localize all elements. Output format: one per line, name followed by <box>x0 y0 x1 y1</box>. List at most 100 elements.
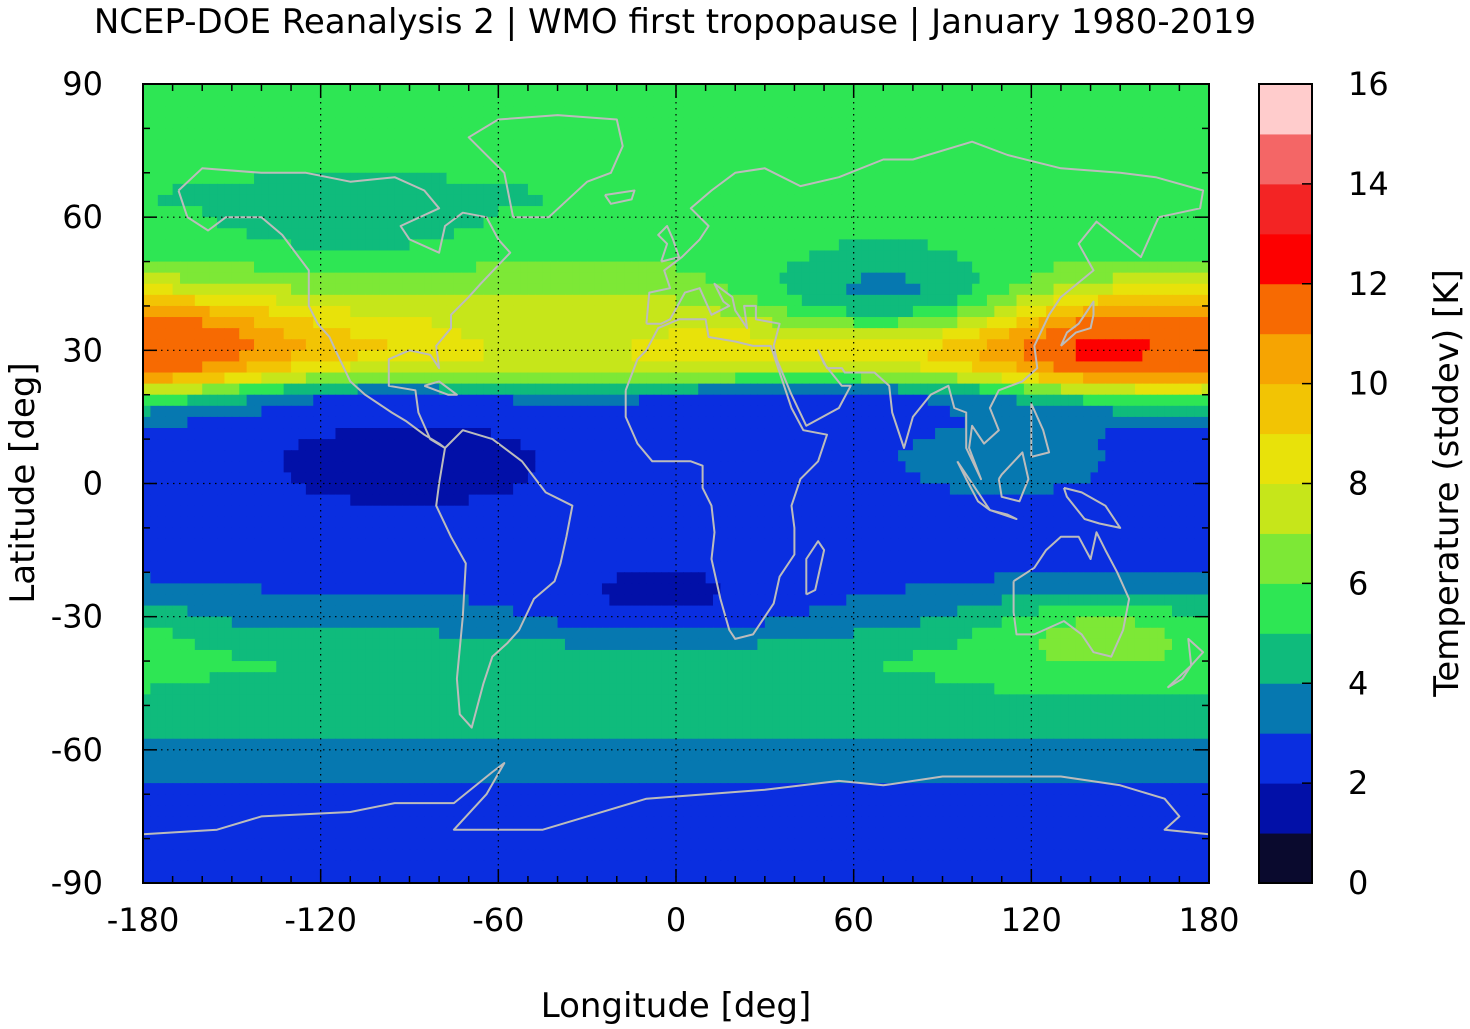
heatmap-cell <box>1127 128 1136 141</box>
heatmap-cell <box>1016 294 1025 307</box>
heatmap-cell <box>202 128 211 141</box>
heatmap-cell <box>202 450 211 462</box>
heatmap-cell <box>616 84 625 96</box>
heatmap-cell <box>313 84 322 96</box>
heatmap-cell <box>920 294 929 307</box>
heatmap-cell <box>1134 206 1143 218</box>
heatmap-cell <box>1075 261 1084 274</box>
heatmap-cell <box>809 194 818 207</box>
heatmap-cell <box>698 272 707 285</box>
heatmap-cell <box>1046 228 1055 240</box>
heatmap-cell <box>890 405 899 418</box>
heatmap-cell <box>387 139 396 152</box>
heatmap-cell <box>1009 294 1018 307</box>
heatmap-cell <box>490 294 499 307</box>
heatmap-cell <box>942 450 951 462</box>
heatmap-cell <box>239 128 248 141</box>
heatmap-cell <box>1134 305 1143 318</box>
heatmap-cell <box>268 139 277 152</box>
heatmap-cell <box>912 84 921 96</box>
heatmap-cell <box>661 239 670 252</box>
heatmap-cell <box>905 95 914 107</box>
heatmap-cell <box>861 95 870 107</box>
heatmap-cell <box>372 217 381 229</box>
heatmap-cell <box>705 283 714 296</box>
heatmap-cell <box>1083 172 1092 185</box>
heatmap-cell <box>964 372 973 385</box>
heatmap-cell <box>431 416 440 429</box>
heatmap-cell <box>875 172 884 185</box>
heatmap-cell <box>698 439 707 451</box>
heatmap-cell <box>587 206 596 218</box>
heatmap-cell <box>431 194 440 207</box>
heatmap-cell <box>372 416 381 429</box>
heatmap-cell <box>764 317 773 329</box>
heatmap-cell <box>239 194 248 207</box>
heatmap-cell <box>705 383 714 396</box>
heatmap-cell <box>1016 328 1025 340</box>
heatmap-cell <box>1157 383 1166 396</box>
heatmap-cell <box>365 328 374 340</box>
heatmap-cell <box>483 416 492 429</box>
heatmap-cell <box>239 183 248 196</box>
heatmap-cell <box>809 372 818 385</box>
heatmap-cell <box>194 139 203 152</box>
heatmap-cell <box>1053 305 1062 318</box>
heatmap-cell <box>816 239 825 252</box>
heatmap-cell <box>1112 150 1121 163</box>
heatmap-cell <box>535 294 544 307</box>
heatmap-cell <box>328 372 337 385</box>
heatmap-cell <box>143 117 151 129</box>
heatmap-cell <box>875 450 884 462</box>
heatmap-cell <box>157 383 166 396</box>
heatmap-cell <box>1194 250 1203 263</box>
heatmap-cell <box>542 172 551 185</box>
heatmap-cell <box>268 194 277 207</box>
heatmap-cell <box>231 461 240 474</box>
heatmap-cell <box>357 106 366 118</box>
heatmap-cell <box>520 383 529 396</box>
heatmap-cell <box>757 394 766 407</box>
heatmap-cell <box>690 361 699 374</box>
heatmap-cell <box>742 250 751 263</box>
heatmap-cell <box>727 150 736 163</box>
heatmap-cell <box>861 261 870 274</box>
heatmap-cell <box>165 161 174 174</box>
heatmap-cell <box>505 461 514 474</box>
heatmap-cell <box>505 416 514 429</box>
heatmap-cell <box>520 450 529 462</box>
heatmap-cell <box>313 461 322 474</box>
heatmap-cell <box>1060 183 1069 196</box>
heatmap-cell <box>328 272 337 285</box>
heatmap-cell <box>713 161 722 174</box>
heatmap-cell <box>698 84 707 96</box>
heatmap-cell <box>150 183 159 196</box>
heatmap-cell <box>890 261 899 274</box>
heatmap-cell <box>505 150 514 163</box>
heatmap-cell <box>150 228 159 240</box>
heatmap-cell <box>1105 305 1114 318</box>
heatmap-cell <box>180 461 189 474</box>
heatmap-cell <box>291 405 300 418</box>
heatmap-cell <box>165 405 174 418</box>
heatmap-cell <box>1001 339 1010 351</box>
heatmap-cell <box>542 439 551 451</box>
heatmap-cell <box>231 150 240 163</box>
heatmap-cell <box>1046 183 1055 196</box>
heatmap-cell <box>1083 439 1092 451</box>
heatmap-cell <box>949 117 958 129</box>
heatmap-cell <box>690 117 699 129</box>
heatmap-cell <box>424 139 433 152</box>
heatmap-cell <box>720 194 729 207</box>
heatmap-cell <box>379 239 388 252</box>
heatmap-cell <box>439 261 448 274</box>
heatmap-cell <box>1112 450 1121 462</box>
heatmap-cell <box>905 139 914 152</box>
heatmap-cell <box>498 372 507 385</box>
heatmap-cell <box>180 317 189 329</box>
heatmap-cell <box>194 361 203 374</box>
heatmap-cell <box>861 317 870 329</box>
heatmap-cell <box>335 95 344 107</box>
heatmap-cell <box>342 172 351 185</box>
heatmap-cell <box>979 294 988 307</box>
